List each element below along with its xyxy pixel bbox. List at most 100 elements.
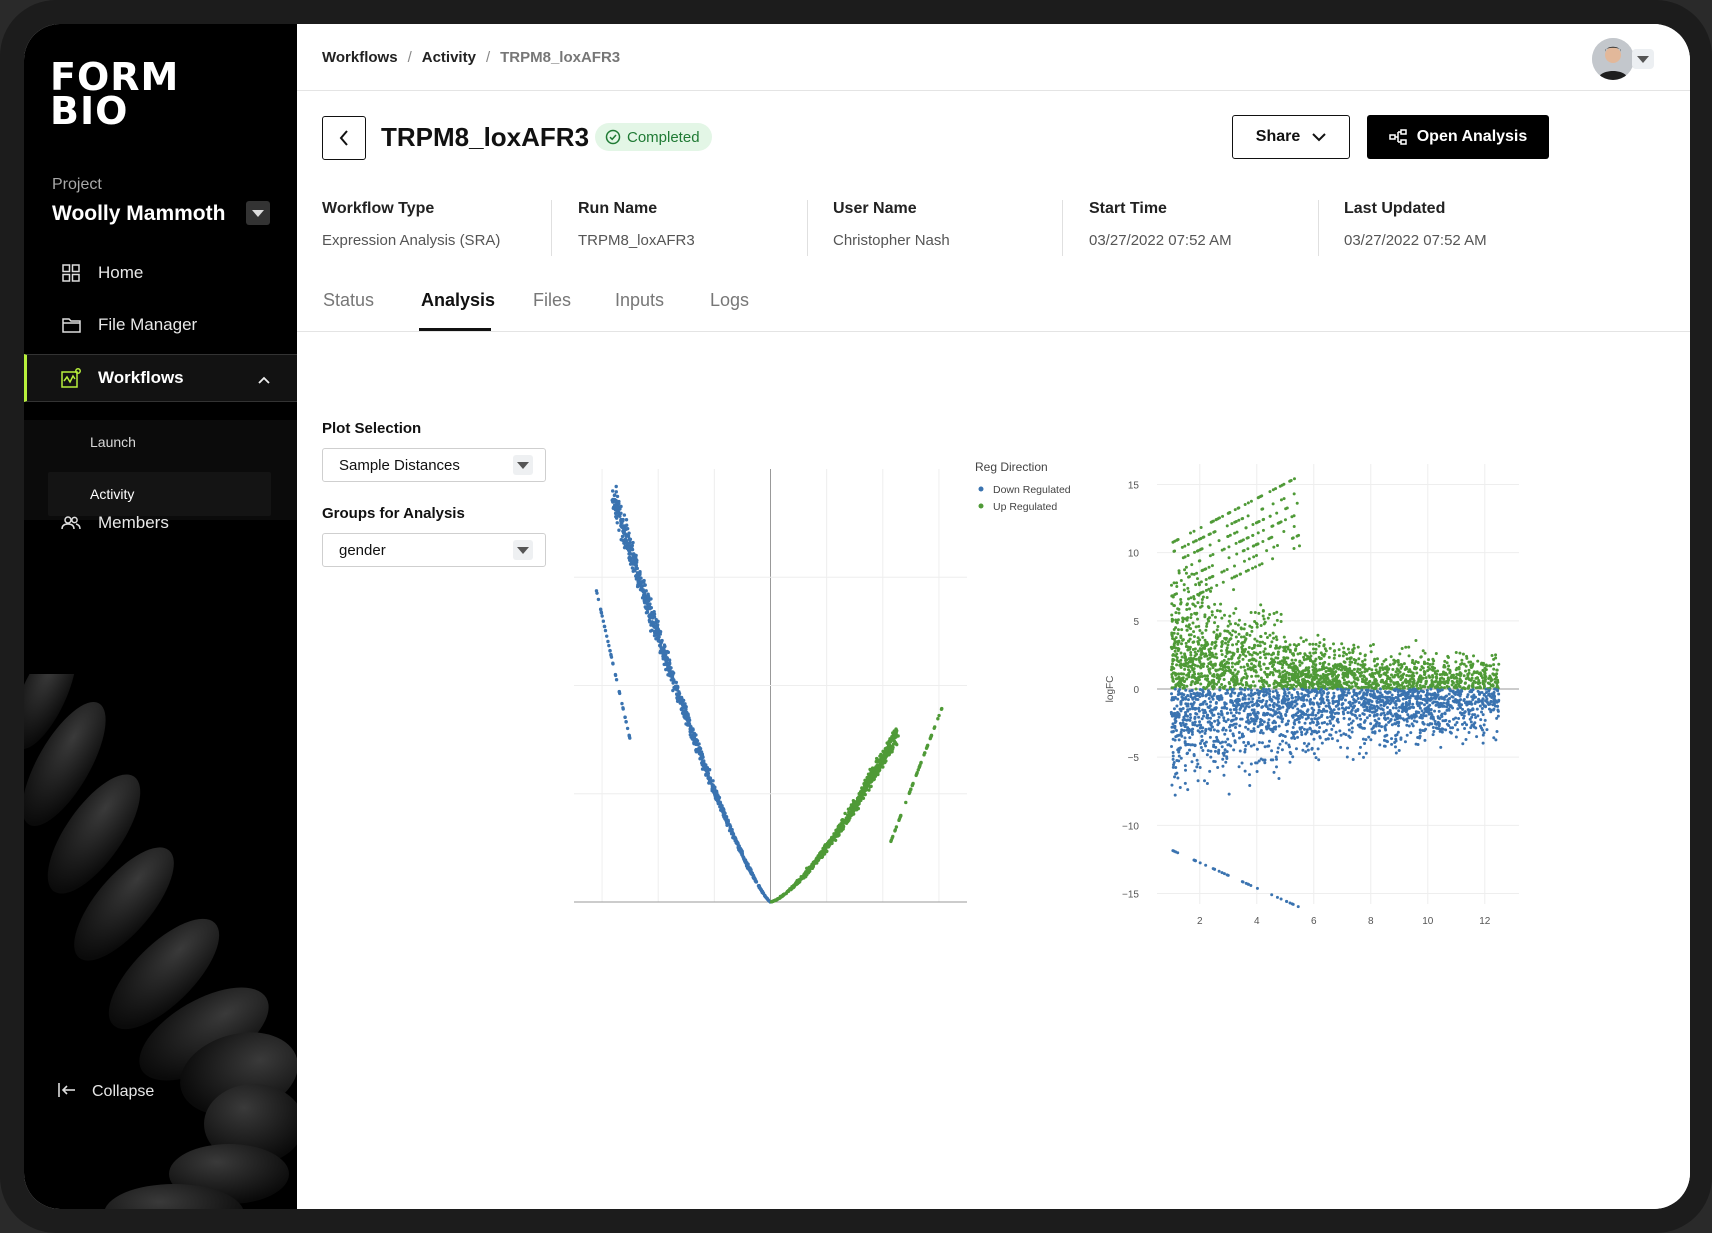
breadcrumb-activity[interactable]: Activity <box>421 49 476 66</box>
data-point-up <box>1171 657 1175 661</box>
data-point-up <box>1478 686 1482 690</box>
sidebar-item-home[interactable]: Home <box>24 250 297 296</box>
tab-inputs[interactable]: Inputs <box>615 290 665 310</box>
data-point-up <box>1187 623 1191 627</box>
data-point-up <box>1282 661 1286 665</box>
sidebar-item-workflows[interactable]: Workflows <box>24 354 297 402</box>
data-point-up <box>1303 681 1307 685</box>
breadcrumb-workflows[interactable]: Workflows <box>322 49 398 66</box>
data-point-down <box>717 800 721 805</box>
data-point-up <box>828 838 832 843</box>
tab-analysis[interactable]: Analysis <box>421 290 496 310</box>
data-point-up <box>1324 682 1328 686</box>
volcano-plot[interactable]: −15−10−5051015 <box>562 434 982 924</box>
data-point-down <box>1394 751 1398 755</box>
data-point-up <box>1191 602 1195 606</box>
data-point-up <box>1300 661 1304 665</box>
chevron-up-icon[interactable] <box>258 369 270 389</box>
subnav-item-launch[interactable]: Launch <box>90 434 136 450</box>
data-point-up <box>1262 617 1266 621</box>
data-point-down <box>1360 688 1364 692</box>
data-point-up <box>1465 656 1469 660</box>
data-point-down <box>1429 687 1433 691</box>
data-point-up <box>870 772 874 776</box>
avatar-dropdown-button[interactable] <box>1632 49 1654 69</box>
data-point-down <box>1200 734 1204 738</box>
data-point-down <box>1286 719 1290 723</box>
data-point-down <box>1347 691 1351 695</box>
data-point-up <box>1478 671 1482 675</box>
data-point-up <box>1261 540 1265 544</box>
avatar[interactable] <box>1592 38 1634 80</box>
share-button[interactable]: Share <box>1232 115 1350 159</box>
back-button[interactable] <box>322 116 366 160</box>
data-point-down <box>642 578 646 583</box>
data-point-down <box>1255 769 1259 773</box>
data-point-up <box>875 763 879 768</box>
data-point-up <box>1196 649 1200 653</box>
data-point-up <box>1297 643 1301 647</box>
data-point-down <box>1273 712 1277 716</box>
tab-status[interactable]: Status <box>323 290 375 310</box>
data-point-up <box>1184 565 1188 569</box>
data-point-up <box>1252 544 1256 548</box>
data-point-up <box>1246 664 1250 668</box>
data-point-down <box>1231 687 1235 691</box>
subnav-item-activity[interactable]: Activity <box>90 486 135 502</box>
data-point-up <box>1474 680 1478 684</box>
data-point-down <box>598 607 603 612</box>
data-point-up <box>860 786 864 790</box>
data-point-down <box>652 622 656 627</box>
data-point-down <box>1224 728 1228 732</box>
data-point-down <box>620 534 625 539</box>
data-point-up <box>1371 672 1375 676</box>
chevron-down-icon <box>1312 132 1326 142</box>
data-point-up <box>1236 506 1240 510</box>
data-point-down <box>1467 730 1471 734</box>
data-point-up <box>1424 679 1428 683</box>
data-point-down <box>1407 724 1411 728</box>
data-point-down <box>692 734 696 739</box>
chevron-left-icon <box>339 130 348 146</box>
project-dropdown-button[interactable] <box>246 201 270 225</box>
tab-files[interactable]: Files <box>533 290 572 310</box>
data-point-up <box>1191 640 1195 644</box>
data-point-up <box>1209 586 1213 590</box>
project-name[interactable]: Woolly Mammoth <box>52 202 226 225</box>
data-point-up <box>878 754 882 758</box>
data-point-down <box>1222 773 1226 777</box>
data-point-up <box>1183 544 1187 548</box>
data-point-up <box>1256 531 1260 535</box>
data-point-up <box>815 861 819 865</box>
data-point-up <box>1462 674 1466 678</box>
data-point-down <box>1303 721 1307 725</box>
data-point-down <box>1383 690 1387 694</box>
data-point-down <box>1301 748 1305 752</box>
data-point-up <box>1400 646 1404 650</box>
data-point-up <box>1197 624 1201 628</box>
sidebar-item-members[interactable]: Members <box>24 500 297 546</box>
groups-select[interactable]: gender <box>322 533 546 567</box>
data-point-down <box>1388 702 1392 706</box>
open-analysis-button[interactable]: Open Analysis <box>1367 115 1549 159</box>
data-point-up <box>1261 507 1265 511</box>
data-point-up <box>1278 521 1282 525</box>
data-point-up <box>1175 677 1179 681</box>
data-point-up <box>1299 636 1303 640</box>
meta-run-name: Run Name TRPM8_loxAFR3 <box>578 200 695 258</box>
meta-value: Expression Analysis (SRA) <box>322 232 501 249</box>
data-point-up <box>1214 669 1218 673</box>
sidebar-item-file-manager[interactable]: File Manager <box>24 302 297 348</box>
collapse-button[interactable]: Collapse <box>24 1072 297 1112</box>
plot-selection-select[interactable]: Sample Distances <box>322 448 546 482</box>
data-point-down <box>647 603 651 607</box>
data-point-down <box>1191 727 1195 731</box>
data-point-up <box>1307 666 1311 670</box>
data-point-down <box>679 707 684 712</box>
data-point-down <box>1497 692 1501 696</box>
legend-title: Reg Direction <box>975 460 1048 474</box>
data-point-up <box>1369 644 1373 648</box>
data-point-down <box>1183 781 1187 785</box>
tab-logs[interactable]: Logs <box>710 290 750 310</box>
